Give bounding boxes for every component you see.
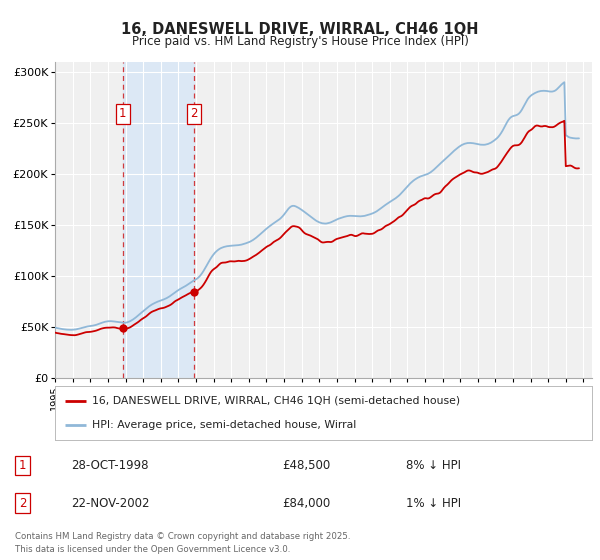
Text: 1: 1 bbox=[119, 108, 127, 120]
Text: 28-OCT-1998: 28-OCT-1998 bbox=[71, 459, 148, 472]
Text: 22-NOV-2002: 22-NOV-2002 bbox=[71, 497, 149, 510]
Text: HPI: Average price, semi-detached house, Wirral: HPI: Average price, semi-detached house,… bbox=[92, 420, 356, 430]
Text: Contains HM Land Registry data © Crown copyright and database right 2025.
This d: Contains HM Land Registry data © Crown c… bbox=[15, 533, 350, 554]
Text: 1: 1 bbox=[19, 459, 26, 472]
Text: 8% ↓ HPI: 8% ↓ HPI bbox=[406, 459, 461, 472]
Bar bbox=[122, 62, 194, 378]
Text: 2: 2 bbox=[190, 108, 198, 120]
Text: Price paid vs. HM Land Registry's House Price Index (HPI): Price paid vs. HM Land Registry's House … bbox=[131, 35, 469, 48]
Text: 1% ↓ HPI: 1% ↓ HPI bbox=[406, 497, 461, 510]
Text: 16, DANESWELL DRIVE, WIRRAL, CH46 1QH (semi-detached house): 16, DANESWELL DRIVE, WIRRAL, CH46 1QH (s… bbox=[92, 396, 460, 406]
Text: 2: 2 bbox=[19, 497, 26, 510]
Text: £48,500: £48,500 bbox=[283, 459, 331, 472]
Text: 16, DANESWELL DRIVE, WIRRAL, CH46 1QH: 16, DANESWELL DRIVE, WIRRAL, CH46 1QH bbox=[121, 22, 479, 38]
Text: £84,000: £84,000 bbox=[283, 497, 331, 510]
